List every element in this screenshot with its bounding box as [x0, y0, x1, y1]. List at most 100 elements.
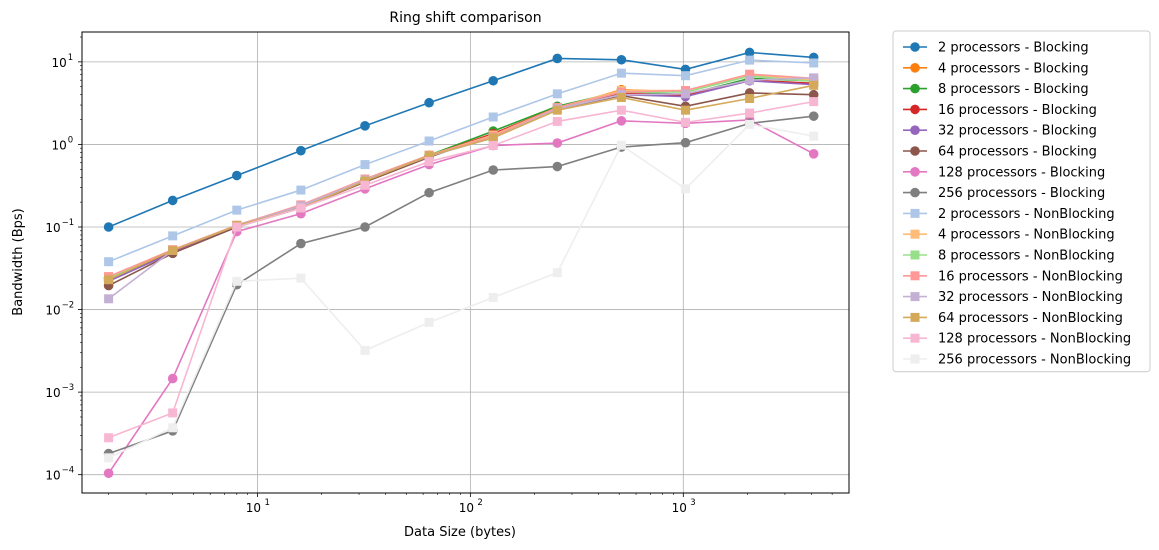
data-point	[552, 53, 563, 64]
y-axis-label: Bandwidth (Bps)	[11, 208, 26, 315]
data-point	[296, 145, 306, 156]
data-point	[167, 373, 178, 384]
data-point	[232, 170, 242, 181]
legend-swatch-marker	[910, 63, 920, 73]
y-tick-label: 10	[45, 304, 60, 318]
legend-label: 2 processors - Blocking	[938, 41, 1089, 56]
x-tick-label: 10	[672, 501, 687, 515]
data-point	[808, 149, 819, 159]
legend-label: 256 processors - Blocking	[938, 186, 1105, 201]
data-point	[552, 161, 563, 172]
data-point	[680, 71, 690, 81]
x-axis-label: Data Size (bytes)	[404, 525, 516, 540]
data-point	[616, 140, 626, 150]
series-line	[108, 115, 814, 455]
data-point	[680, 184, 690, 194]
data-point	[168, 245, 178, 255]
y-tick-label: 10	[45, 221, 60, 235]
legend-label: 64 processors - Blocking	[938, 145, 1097, 160]
y-tick-label: 10	[45, 469, 60, 483]
y-tick-exponent: −1	[62, 218, 75, 228]
data-point	[488, 133, 498, 143]
series-layer	[103, 47, 819, 479]
data-point	[616, 54, 627, 65]
data-point	[616, 93, 626, 103]
data-point	[296, 238, 306, 249]
data-point	[552, 105, 562, 115]
legend-item: 32 processors - NonBlocking	[903, 290, 1123, 305]
y-tick-exponent: 0	[68, 135, 73, 145]
legend-swatch-marker	[910, 167, 920, 177]
data-point	[488, 112, 498, 122]
series-15	[104, 97, 819, 443]
data-point	[680, 137, 691, 148]
data-point	[745, 93, 755, 103]
legend-label: 16 processors - NonBlocking	[938, 269, 1123, 284]
legend-label: 2 processors - NonBlocking	[938, 207, 1115, 222]
legend-swatch-marker	[910, 42, 920, 52]
data-point	[680, 117, 690, 127]
legend-swatch-marker	[910, 292, 920, 302]
data-point	[168, 423, 178, 433]
legend-swatch-marker	[910, 83, 920, 94]
data-point	[745, 75, 755, 85]
axis-ticks: 10 1 10 2 10 310 −410 −310 −210 −110 010 1	[45, 36, 833, 515]
legend-item: 256 processors - Blocking	[903, 186, 1105, 201]
data-point	[745, 69, 755, 79]
y-tick-exponent: 1	[68, 53, 73, 63]
data-point	[552, 268, 562, 278]
series-16	[104, 119, 819, 463]
legend-item: 256 processors - NonBlocking	[903, 353, 1131, 368]
series-9	[104, 55, 819, 267]
legend-label: 32 processors - Blocking	[938, 124, 1097, 139]
data-point	[104, 294, 114, 304]
data-point	[424, 317, 434, 327]
y-tick-exponent: −4	[62, 466, 75, 476]
y-tick-exponent: −2	[62, 301, 75, 311]
y-tick-label: 10	[52, 56, 67, 70]
legend-label: 64 processors - NonBlocking	[938, 311, 1123, 326]
legend-item: 2 processors - NonBlocking	[903, 207, 1115, 222]
data-point	[488, 141, 498, 151]
legend-label: 256 processors - NonBlocking	[938, 353, 1131, 368]
legend-label: 128 processors - NonBlocking	[938, 332, 1131, 347]
series-line	[108, 84, 814, 281]
legend-item: 128 processors - Blocking	[903, 165, 1105, 180]
data-point	[809, 131, 819, 141]
data-point	[552, 138, 563, 148]
legend-item: 8 processors - Blocking	[903, 82, 1089, 97]
data-point	[809, 73, 819, 83]
data-point	[232, 276, 242, 286]
data-point	[488, 75, 499, 86]
y-tick-label: 10	[45, 386, 60, 400]
data-point	[616, 68, 626, 78]
data-point	[744, 47, 755, 58]
y-tick-exponent: −3	[62, 383, 75, 393]
legend-item: 32 processors - Blocking	[903, 124, 1097, 139]
data-point	[745, 55, 755, 65]
series-line	[108, 123, 814, 459]
data-point	[296, 273, 306, 283]
data-point	[680, 105, 690, 115]
data-point	[104, 433, 114, 443]
legend-swatch-marker	[910, 208, 920, 218]
data-point	[167, 195, 178, 206]
data-point	[104, 275, 114, 285]
legend-item: 4 processors - NonBlocking	[903, 228, 1115, 243]
data-point	[616, 116, 627, 126]
x-tick-label: 10	[459, 501, 474, 515]
series-line	[108, 100, 814, 439]
data-point	[616, 105, 626, 115]
legend-item: 64 processors - Blocking	[903, 145, 1097, 160]
legend-item: 16 processors - NonBlocking	[903, 269, 1123, 284]
legend-label: 4 processors - NonBlocking	[938, 228, 1115, 243]
chart-title: Ring shift comparison	[389, 10, 541, 26]
legend-label: 8 processors - Blocking	[938, 82, 1089, 97]
data-point	[488, 165, 499, 175]
legend-label: 32 processors - NonBlocking	[938, 290, 1123, 305]
legend-item: 4 processors - Blocking	[903, 61, 1089, 76]
legend-swatch-marker	[910, 229, 920, 239]
data-point	[424, 187, 434, 198]
data-point	[103, 468, 114, 479]
